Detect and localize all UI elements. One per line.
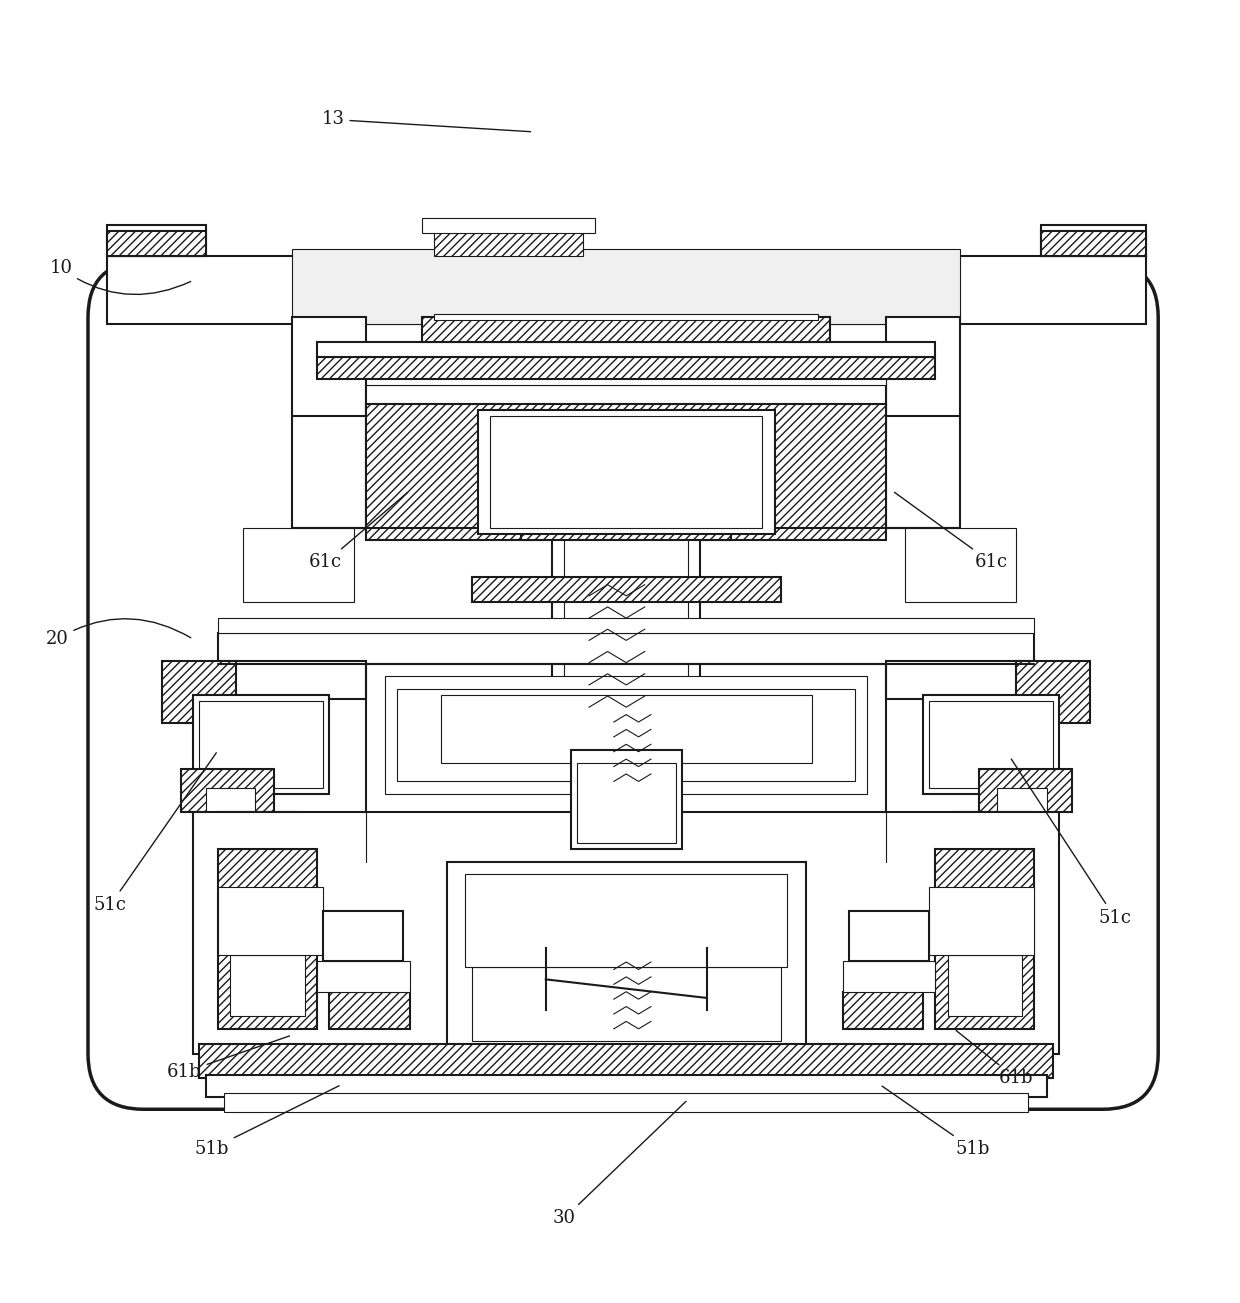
Bar [200,1044,1053,1079]
Bar [843,992,923,1029]
Bar [904,528,1016,602]
Text: 30: 30 [553,1101,686,1227]
Bar [997,812,1034,837]
Bar [162,662,237,723]
Bar [564,521,688,737]
Bar [218,850,317,1029]
Bar [324,911,403,960]
Text: 61b: 61b [956,1031,1033,1087]
Bar [107,231,206,255]
Bar [1040,231,1146,255]
Bar [366,373,887,386]
Bar [162,662,237,723]
Bar [887,318,960,528]
Bar [397,688,856,782]
Bar [317,357,935,379]
Bar [330,992,409,1029]
Bar [521,509,732,541]
Bar [366,386,887,410]
Bar [268,812,299,831]
Text: 51c: 51c [1012,758,1131,926]
Bar [107,255,1146,323]
Bar [887,662,1034,698]
Bar [923,694,1059,794]
Text: 61b: 61b [167,1036,289,1081]
Bar [384,676,868,794]
Bar [490,417,763,528]
Bar [1016,662,1090,723]
Bar [446,861,806,1054]
Bar [107,231,206,255]
Bar [1040,224,1146,255]
Bar [218,850,317,1029]
Bar [293,318,366,528]
Bar [471,577,781,602]
Bar [218,886,324,955]
Bar [181,769,274,812]
Bar [935,850,1034,1029]
Bar [422,318,831,343]
Bar [293,249,960,323]
Text: 20: 20 [46,619,191,648]
Bar [440,694,812,762]
Text: 61c: 61c [894,493,1008,572]
Bar [1040,231,1146,255]
Bar [224,1093,1028,1111]
Bar [218,662,366,698]
Bar [218,618,1034,633]
Bar [200,701,324,787]
Bar [477,410,775,534]
Bar [231,955,305,1016]
Bar [366,404,887,541]
FancyBboxPatch shape [88,262,1158,1109]
Bar [471,967,781,1041]
Bar [843,992,923,1029]
Bar [193,694,330,794]
Text: 51b: 51b [882,1087,990,1158]
Bar [978,769,1071,812]
Bar [954,812,985,831]
Bar [978,769,1071,812]
Bar [107,224,206,255]
Bar [317,960,409,992]
Bar [1016,662,1090,723]
Text: 10: 10 [50,259,191,294]
Bar [471,577,781,602]
Bar [935,850,1034,1029]
Bar [206,1075,1047,1097]
Bar [330,992,409,1029]
Bar [515,503,738,517]
Bar [193,812,1059,1054]
Bar [849,911,929,960]
Bar [552,521,701,737]
Bar [181,769,274,812]
Bar [577,762,676,843]
Bar [218,633,1034,663]
Text: 51c: 51c [94,753,216,915]
Bar [422,219,595,233]
Bar [521,509,732,541]
Bar [843,960,935,992]
Bar [434,314,818,321]
Bar [434,231,583,255]
Bar [206,787,255,818]
Bar [317,343,935,357]
Bar [465,874,787,967]
Bar [570,751,682,850]
Bar [434,231,583,255]
Text: 61c: 61c [309,493,408,572]
Bar [422,318,831,343]
Bar [947,955,1022,1016]
Bar [200,1044,1053,1079]
Bar [218,812,255,837]
Bar [997,787,1047,818]
Bar [243,528,353,602]
Bar [366,404,887,541]
Bar [929,701,1053,787]
Text: 13: 13 [321,111,531,132]
Text: 51b: 51b [195,1085,339,1158]
Bar [929,886,1034,955]
Bar [317,357,935,379]
